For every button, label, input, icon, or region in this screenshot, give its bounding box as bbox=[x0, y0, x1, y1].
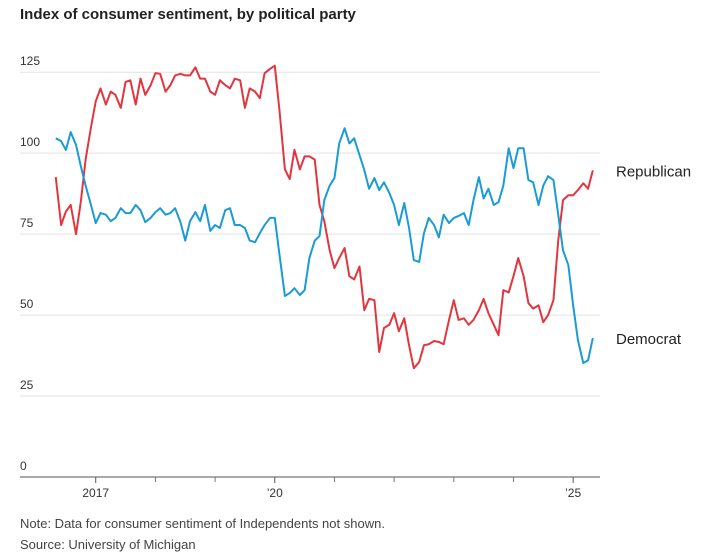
y-tick-label: 25 bbox=[20, 378, 34, 392]
x-tick-label: 2017 bbox=[82, 486, 109, 500]
series-line bbox=[54, 64, 594, 370]
series-label: Republican bbox=[616, 163, 691, 180]
y-tick-label: 50 bbox=[20, 297, 34, 311]
y-tick-label: 125 bbox=[20, 54, 40, 68]
series-label: Democrat bbox=[616, 331, 682, 348]
chart-source: Source: University of Michigan bbox=[20, 537, 196, 552]
chart-note: Note: Data for consumer sentiment of Ind… bbox=[20, 516, 385, 531]
y-tick-label: 100 bbox=[20, 135, 40, 149]
chart-title: Index of consumer sentiment, by politica… bbox=[20, 6, 357, 23]
y-tick-label: 75 bbox=[20, 216, 34, 230]
x-tick-label: ’20 bbox=[267, 486, 283, 500]
series-line bbox=[55, 127, 594, 365]
y-tick-label: 0 bbox=[20, 459, 27, 473]
x-tick-label: ’25 bbox=[565, 486, 581, 500]
